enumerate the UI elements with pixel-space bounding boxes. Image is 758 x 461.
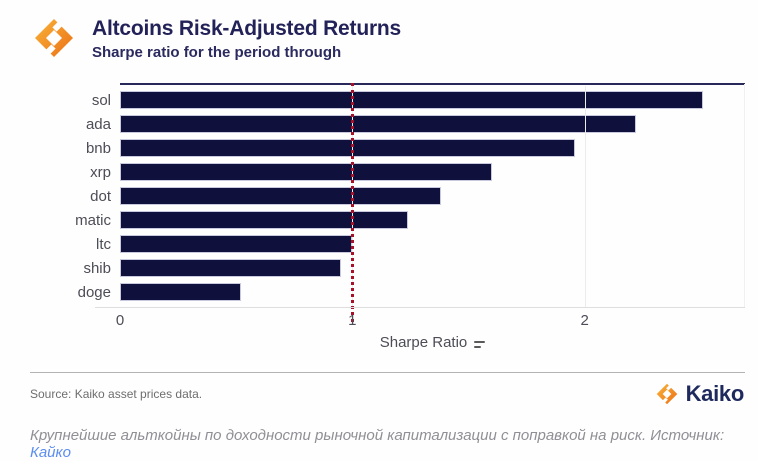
bar-row: doge xyxy=(0,280,758,304)
y-axis-label-ada: ada xyxy=(85,115,111,133)
bar-row: dot xyxy=(0,184,758,208)
chart-header: Altcoins Risk-Adjusted Returns Sharpe ra… xyxy=(0,0,758,62)
bar-bnb xyxy=(120,139,576,157)
bar-track xyxy=(120,187,745,205)
plot-area: sol ada bnb xrp dot matic ltc shib doge xyxy=(0,83,758,322)
bar-ltc xyxy=(120,235,353,253)
bar-chart: sol ada bnb xrp dot matic ltc shib doge 0 1 2 Shar… xyxy=(0,83,758,354)
bar-track xyxy=(120,91,745,109)
y-axis-label-xrp: xrp xyxy=(90,163,111,181)
bar-matic xyxy=(120,211,409,229)
bar-dot xyxy=(120,187,441,205)
bar-row: sol xyxy=(0,88,758,112)
kaiko-logo-icon xyxy=(35,15,73,61)
y-axis-label-dot: dot xyxy=(90,187,111,205)
bar-xrp xyxy=(120,163,492,181)
y-axis-label-sol: sol xyxy=(91,91,111,109)
bar-ada xyxy=(120,115,636,133)
bar-row: bnb xyxy=(0,136,758,160)
y-axis-label-ltc: ltc xyxy=(96,235,111,253)
x-axis-title-label: Sharpe Ratio xyxy=(379,334,468,351)
y-axis-label-matic: matic xyxy=(75,211,111,229)
x-axis-ticks: 0 1 2 xyxy=(116,312,745,332)
bar-track xyxy=(120,211,745,229)
bar-sol xyxy=(120,91,704,109)
bar-doge xyxy=(120,283,241,301)
kaiko-logo-icon xyxy=(656,381,677,407)
y-axis-label-shib: shib xyxy=(83,259,111,277)
bar-track xyxy=(120,259,745,277)
chart-title: Altcoins Risk-Adjusted Returns xyxy=(92,17,402,40)
bar-track xyxy=(120,139,745,157)
footer-divider xyxy=(30,372,745,373)
chart-subtitle: Sharpe ratio for the period through xyxy=(92,44,342,62)
x-axis-line xyxy=(95,307,745,308)
brand-wordmark: Kaiko xyxy=(685,381,745,406)
bar-row: shib xyxy=(0,256,758,280)
bar-row: ltc xyxy=(0,232,758,256)
chart-footer: Source: Kaiko asset prices data. Kaiko xyxy=(0,373,758,407)
bar-row: matic xyxy=(0,208,758,232)
bar-rows: sol ada bnb xrp dot matic ltc shib doge xyxy=(0,88,758,304)
title-block: Altcoins Risk-Adjusted Returns Sharpe ra… xyxy=(92,14,401,61)
sort-descending-icon xyxy=(474,341,486,348)
source-note: Source: Kaiko asset prices data. xyxy=(30,387,203,401)
plot-top-border xyxy=(120,83,745,85)
bar-track xyxy=(120,115,745,133)
x-tick-1: 1 xyxy=(348,312,357,329)
bar-row: xrp xyxy=(0,160,758,184)
x-tick-0: 0 xyxy=(115,312,125,329)
bar-row: ada xyxy=(0,112,758,136)
x-axis-title: Sharpe Ratio xyxy=(120,334,745,354)
figure-caption: Крупнейшие альткойны по доходности рыноч… xyxy=(30,427,728,461)
caption-source-link[interactable]: Кайко xyxy=(30,444,71,461)
bar-track xyxy=(120,163,745,181)
y-axis-label-bnb: bnb xyxy=(85,139,111,157)
bar-shib xyxy=(120,259,341,277)
y-axis-label-doge: doge xyxy=(77,283,111,301)
caption-text: Крупнейшие альткойны по доходности рыноч… xyxy=(30,427,725,444)
x-tick-2: 2 xyxy=(580,312,589,329)
kaiko-brand-lockup: Kaiko xyxy=(654,381,744,407)
bar-track xyxy=(120,235,745,253)
bar-track xyxy=(120,283,745,301)
